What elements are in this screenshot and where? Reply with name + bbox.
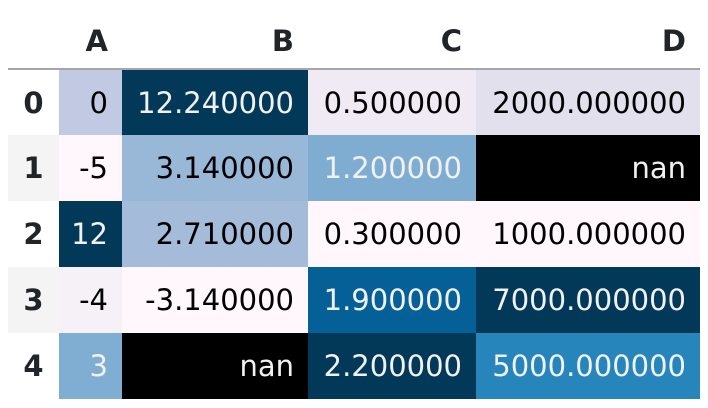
cell-1-A: -5 xyxy=(59,135,122,201)
cell-2-C: 0.300000 xyxy=(308,201,476,267)
cell-4-D: 5000.000000 xyxy=(476,333,700,399)
column-header-B: B xyxy=(122,0,308,70)
row-index-3: 3 xyxy=(8,267,59,333)
cell-2-A: 12 xyxy=(59,201,122,267)
cell-1-B: 3.140000 xyxy=(122,135,308,201)
table-row-2: 2 12 2.710000 0.300000 1000.000000 xyxy=(8,201,700,267)
cell-4-B: nan xyxy=(122,333,308,399)
cell-0-B: 12.240000 xyxy=(122,69,308,135)
index-header-blank-cell xyxy=(8,0,59,70)
cell-1-D: nan xyxy=(476,135,700,201)
column-header-A: A xyxy=(59,0,122,70)
cell-0-D: 2000.000000 xyxy=(476,69,700,135)
table-row-3: 3 -4 -3.140000 1.900000 7000.000000 xyxy=(8,267,700,333)
cell-1-C: 1.200000 xyxy=(308,135,476,201)
cell-4-C: 2.200000 xyxy=(308,333,476,399)
row-index-0: 0 xyxy=(23,85,44,120)
cell-4-A: 3 xyxy=(59,333,122,399)
cell-0-A: 0 xyxy=(59,69,122,135)
table-row-4: 4 3 nan 2.200000 5000.000000 xyxy=(8,333,700,399)
cell-3-D: 7000.000000 xyxy=(476,267,700,333)
table-row-1: 1 -5 3.140000 1.200000 nan xyxy=(8,135,700,201)
cell-2-B: 2.710000 xyxy=(122,201,308,267)
cell-0-C: 0.500000 xyxy=(308,69,476,135)
cell-2-D: 1000.000000 xyxy=(476,201,700,267)
cell-3-C: 1.900000 xyxy=(308,267,476,333)
row-index-1: 1 xyxy=(8,135,59,201)
table-row-0: 0 0 12.240000 0.500000 2000.000000 xyxy=(8,69,700,135)
cell-3-A: -4 xyxy=(59,267,122,333)
table-body: 0 0 12.240000 0.500000 2000.000000 1 -5 3.14000… xyxy=(8,69,700,399)
cell-3-B: -3.140000 xyxy=(122,267,308,333)
row-index-2: 2 xyxy=(23,217,44,251)
row-index-4: 4 xyxy=(23,349,44,383)
column-header-C: C xyxy=(308,0,476,70)
column-header-D: D xyxy=(476,0,700,70)
